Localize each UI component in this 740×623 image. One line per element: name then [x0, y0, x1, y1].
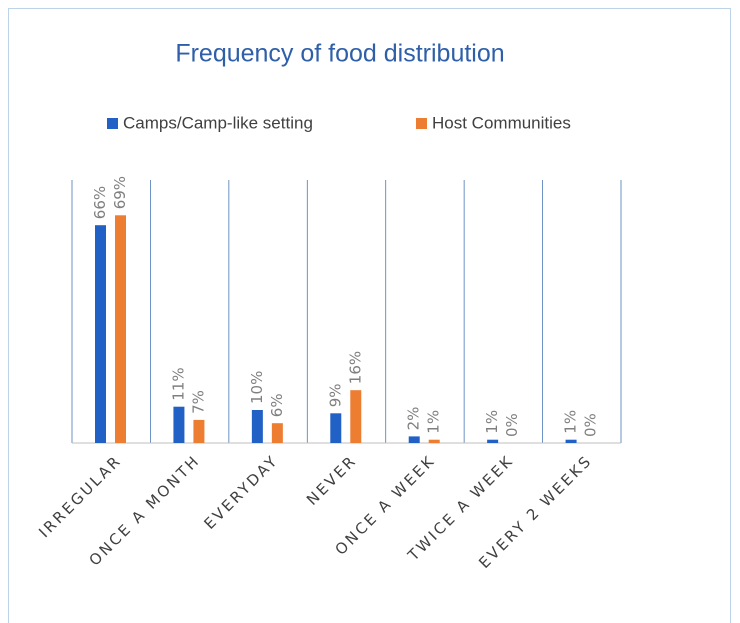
- bar: [350, 390, 362, 443]
- bar: [271, 423, 283, 443]
- bar: [251, 410, 263, 443]
- chart-frame: [8, 8, 731, 623]
- legend-swatch: [416, 118, 427, 129]
- data-label: 1%: [483, 410, 501, 434]
- data-label: 69%: [111, 176, 129, 209]
- bar: [95, 225, 106, 443]
- bar: [487, 439, 499, 443]
- bar: [330, 413, 342, 443]
- data-label: 0%: [503, 413, 521, 437]
- bar: [428, 439, 440, 443]
- x-tick-label: EVERYDAY: [200, 451, 282, 533]
- bar: [115, 215, 126, 443]
- x-tick-label: NEVER: [303, 451, 361, 509]
- data-label: 66%: [91, 186, 109, 219]
- data-label: 9%: [326, 384, 344, 408]
- legend-label: Host Communities: [432, 113, 571, 132]
- chart-title: Frequency of food distribution: [175, 40, 504, 68]
- bar: [408, 436, 420, 443]
- data-label: 0%: [582, 413, 600, 437]
- data-label: 6%: [268, 393, 286, 417]
- legend-label: Camps/Camp-like setting: [123, 113, 313, 132]
- bar: [193, 419, 205, 443]
- data-label: 1%: [425, 410, 443, 434]
- data-label: 10%: [248, 371, 266, 404]
- x-tick-label: IRREGULAR: [35, 451, 125, 541]
- bar: [565, 439, 577, 443]
- data-label: 16%: [346, 351, 364, 384]
- bar: [173, 406, 185, 443]
- data-label: 11%: [169, 367, 187, 400]
- data-label: 2%: [405, 407, 423, 431]
- data-label: 1%: [562, 410, 580, 434]
- data-label: 7%: [189, 390, 207, 414]
- legend-swatch: [107, 118, 118, 129]
